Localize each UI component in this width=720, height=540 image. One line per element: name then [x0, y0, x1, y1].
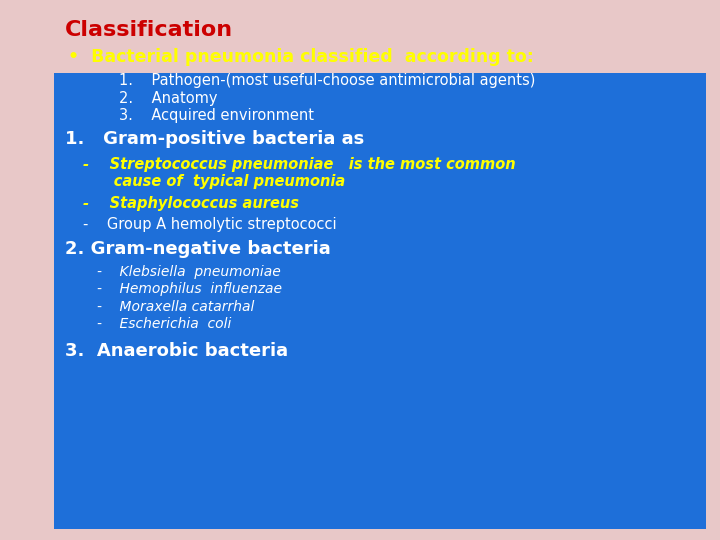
Text: -    Group A hemolytic streptococci: - Group A hemolytic streptococci	[83, 217, 336, 232]
Text: -    Escherichia  coli: - Escherichia coli	[97, 317, 232, 331]
Text: 2. Gram-negative bacteria: 2. Gram-negative bacteria	[65, 240, 330, 259]
FancyBboxPatch shape	[54, 73, 706, 529]
Text: Classification: Classification	[65, 19, 233, 40]
Text: -    Hemophilus  influenzae: - Hemophilus influenzae	[97, 282, 282, 296]
Text: 3.    Acquired environment: 3. Acquired environment	[119, 108, 314, 123]
Text: -    Moraxella catarrhal: - Moraxella catarrhal	[97, 300, 255, 314]
Text: 3.  Anaerobic bacteria: 3. Anaerobic bacteria	[65, 342, 288, 360]
Text: cause of  typical pneumonia: cause of typical pneumonia	[83, 174, 345, 190]
Text: 1.   Gram-positive bacteria as: 1. Gram-positive bacteria as	[65, 130, 364, 148]
Text: -    Klebsiella  pneumoniae: - Klebsiella pneumoniae	[97, 265, 281, 279]
Text: •  Bacterial pneumonia classified  according to:: • Bacterial pneumonia classified accordi…	[68, 48, 534, 66]
Text: 2.    Anatomy: 2. Anatomy	[119, 91, 217, 106]
Text: -    Staphylococcus aureus: - Staphylococcus aureus	[83, 195, 299, 211]
Text: 1.    Pathogen-(most useful-choose antimicrobial agents): 1. Pathogen-(most useful-choose antimicr…	[119, 73, 535, 89]
Text: -    Streptococcus pneumoniae   is the most common: - Streptococcus pneumoniae is the most c…	[83, 157, 516, 172]
